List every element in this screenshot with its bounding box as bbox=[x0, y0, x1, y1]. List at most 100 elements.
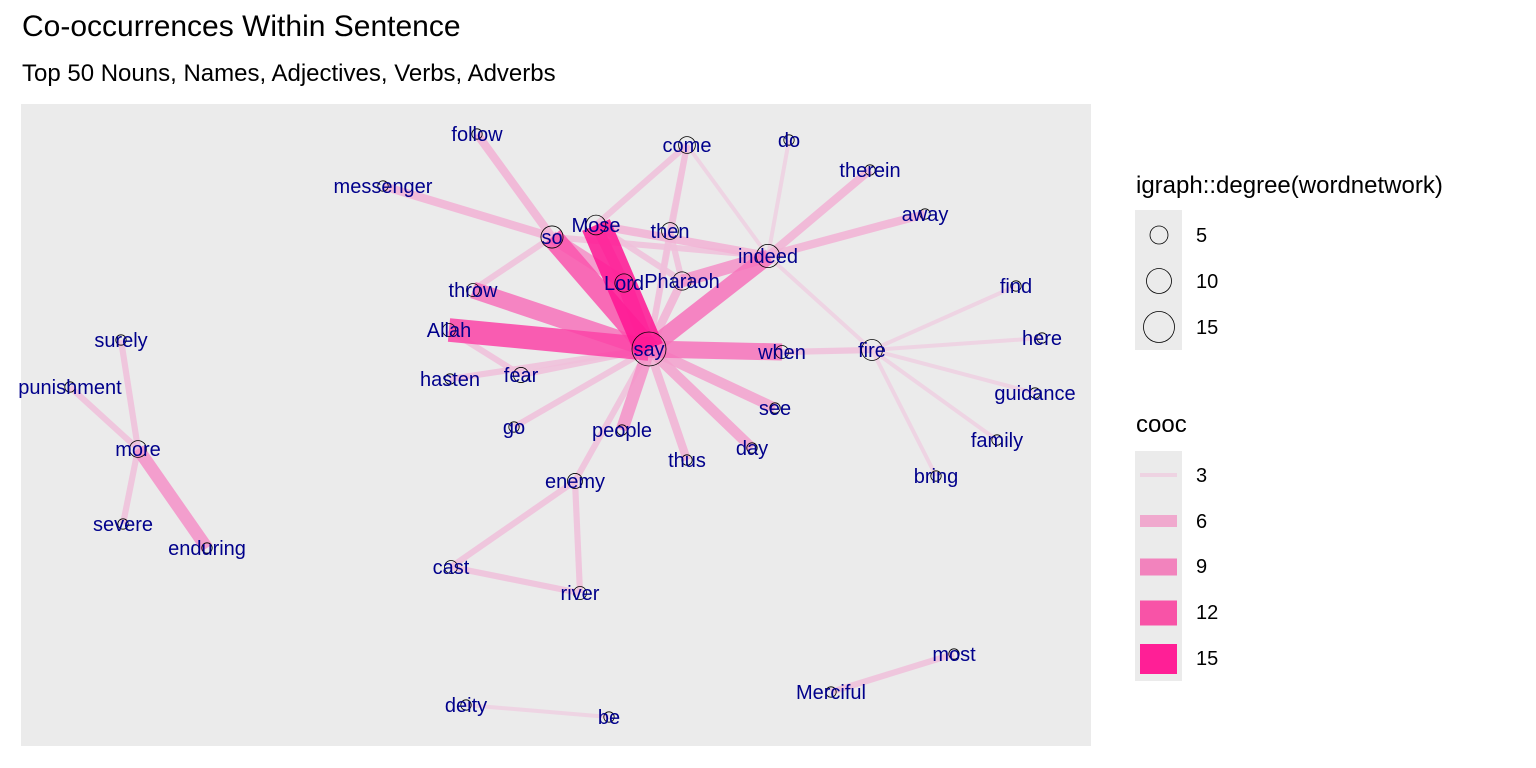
node-label-fire: fire bbox=[858, 340, 886, 362]
node-fear bbox=[513, 367, 529, 383]
size-legend-title: igraph::degree(wordnetwork) bbox=[1136, 172, 1443, 199]
node-family bbox=[991, 434, 1003, 446]
cooc-legend-label-15: 15 bbox=[1196, 648, 1219, 670]
edge-say-see bbox=[646, 344, 778, 413]
node-say bbox=[631, 331, 667, 367]
node-find bbox=[1010, 280, 1022, 292]
node-more bbox=[129, 440, 147, 458]
edge-Mose-indeed bbox=[595, 220, 769, 261]
edge-more-punishment bbox=[67, 384, 141, 452]
edge-say-day bbox=[645, 345, 756, 452]
node-label-do: do bbox=[778, 130, 800, 152]
edge-indeed-therein bbox=[765, 166, 873, 260]
edge-Mose-come bbox=[593, 142, 690, 228]
node-label-away: away bbox=[902, 204, 949, 226]
node-away bbox=[919, 208, 931, 220]
label-layer: say Mose Lord Pharaoh so then indeed come do ther… bbox=[18, 124, 1075, 729]
node-severe bbox=[117, 518, 129, 530]
edge-say-go bbox=[512, 346, 651, 430]
node-so bbox=[540, 225, 564, 249]
node-label-go: go bbox=[503, 417, 525, 439]
node-label-cast: cast bbox=[433, 557, 470, 579]
cooc-legend-keys bbox=[1135, 451, 1182, 681]
edge-so-messenger bbox=[381, 182, 554, 241]
node-throw bbox=[466, 283, 480, 297]
node-label-Pharaoh: Pharaoh bbox=[644, 271, 720, 293]
edge-say-thus bbox=[645, 347, 691, 462]
node-Mose bbox=[585, 214, 607, 236]
node-label-bring: bring bbox=[914, 466, 958, 488]
edge-Merciful-most bbox=[830, 651, 955, 695]
plot-panel bbox=[21, 104, 1091, 746]
node-therein bbox=[864, 164, 876, 176]
node-label-so: so bbox=[541, 227, 562, 249]
node-label-severe: severe bbox=[93, 514, 153, 536]
node-label-follow: follow bbox=[451, 124, 503, 146]
node-messenger bbox=[377, 180, 389, 192]
node-river bbox=[573, 586, 587, 600]
cooc-legend-swatch-3 bbox=[1140, 473, 1177, 477]
edge-deity-be bbox=[465, 703, 610, 719]
size-legend-label-10: 10 bbox=[1196, 271, 1219, 293]
node-enemy bbox=[567, 473, 583, 489]
cooc-legend-swatch-6 bbox=[1140, 515, 1177, 527]
edge-fire-find bbox=[871, 284, 1017, 352]
node-layer bbox=[64, 128, 1048, 723]
edge-layer bbox=[67, 131, 1043, 719]
cooc-legend-label-12: 12 bbox=[1196, 602, 1219, 624]
node-cast bbox=[444, 560, 458, 574]
node-label-punishment: punishment bbox=[18, 377, 122, 399]
node-label-family: family bbox=[971, 430, 1023, 452]
node-deity bbox=[460, 699, 472, 711]
node-label-enemy: enemy bbox=[545, 471, 605, 493]
node-label-people: people bbox=[592, 420, 652, 442]
node-label-thus: thus bbox=[668, 450, 706, 472]
node-label-Merciful: Merciful bbox=[796, 682, 866, 704]
node-hasten bbox=[444, 373, 456, 385]
node-label-day: day bbox=[736, 438, 768, 460]
node-guidance bbox=[1029, 387, 1041, 399]
edge-more-surely bbox=[117, 339, 142, 450]
size-legend-label-15: 15 bbox=[1196, 317, 1219, 339]
edge-indeed-away bbox=[766, 209, 927, 261]
node-label-Lord: Lord bbox=[604, 273, 644, 295]
edge-enemy-river bbox=[571, 480, 584, 594]
node-label-enduring: enduring bbox=[168, 538, 246, 560]
chart-title: Co-occurrences Within Sentence bbox=[22, 10, 461, 43]
node-label-see: see bbox=[759, 398, 791, 420]
cooc-legend-title: cooc bbox=[1136, 411, 1187, 438]
node-label-throw: throw bbox=[449, 280, 498, 302]
node-label-say: say bbox=[633, 339, 664, 361]
node-label-surely: surely bbox=[94, 330, 147, 352]
edge-indeed-fire bbox=[766, 254, 874, 352]
edge-say-indeed bbox=[643, 249, 774, 356]
node-do bbox=[783, 134, 795, 146]
edge-fire-bring bbox=[870, 349, 938, 477]
node-Lord bbox=[614, 273, 634, 293]
cooc-legend-swatch-15 bbox=[1140, 644, 1177, 674]
node-label-guidance: guidance bbox=[994, 383, 1075, 405]
edge-say-Mose bbox=[582, 219, 663, 355]
node-follow bbox=[471, 128, 483, 140]
node-go bbox=[508, 421, 520, 433]
edge-enemy-cast bbox=[449, 478, 577, 570]
cooc-legend-swatch-9 bbox=[1140, 558, 1177, 576]
cooc-legend-swatch-12 bbox=[1140, 600, 1177, 626]
node-label-fear: fear bbox=[504, 365, 539, 387]
chart-subtitle: Top 50 Nouns, Names, Adjectives, Verbs, … bbox=[22, 60, 556, 87]
size-legend-circle-5 bbox=[1149, 225, 1169, 245]
edge-so-follow bbox=[473, 131, 556, 240]
node-label-when: when bbox=[757, 342, 806, 364]
node-label-most: most bbox=[932, 644, 976, 666]
node-label-deity: deity bbox=[445, 695, 487, 717]
edge-fire-family bbox=[870, 348, 999, 442]
node-label-find: find bbox=[1000, 276, 1032, 298]
size-legend-circle-10 bbox=[1146, 268, 1172, 294]
node-Allah bbox=[442, 323, 456, 337]
edge-indeed-do bbox=[766, 139, 791, 257]
node-see bbox=[769, 402, 781, 414]
edge-more-enduring bbox=[132, 445, 213, 552]
node-label-therein: therein bbox=[839, 160, 900, 182]
node-label-Mose: Mose bbox=[572, 215, 621, 237]
